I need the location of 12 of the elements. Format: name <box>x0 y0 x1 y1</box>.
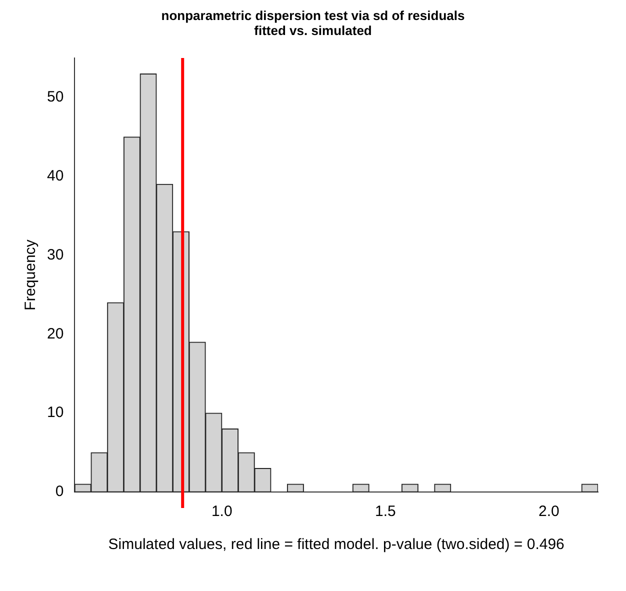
y-axis-title: Frequency <box>22 239 40 310</box>
chart-title: nonparametric dispersion test via sd of residuals fitted vs. simulated <box>160 8 466 38</box>
x-tick-label: 1.5 <box>374 503 396 520</box>
x-tick-label: 2.0 <box>538 503 560 520</box>
y-tick-label: 40 <box>46 168 64 185</box>
y-tick-label: 10 <box>46 404 64 422</box>
x-axis-title: Simulated values, red line = fitted model. p-value (two.sided) = 0.496 <box>108 536 564 554</box>
y-tick-label: 50 <box>46 88 64 106</box>
y-tick-label: 30 <box>46 246 64 264</box>
x-tick-label: 1.0 <box>211 503 232 520</box>
y-tick-label: 0 <box>55 483 64 500</box>
y-tick-label: 20 <box>46 325 64 342</box>
